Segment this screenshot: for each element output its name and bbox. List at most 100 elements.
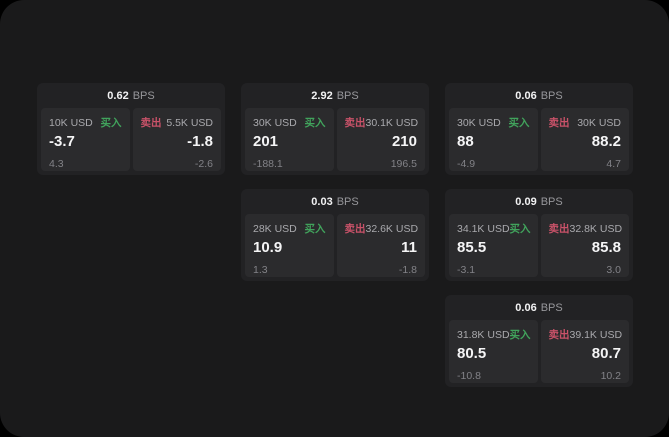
buy-panel[interactable]: 28K USD 买入 10.9 1.3	[245, 214, 334, 277]
sell-panel[interactable]: 卖出 30.1K USD 210 196.5	[336, 108, 425, 171]
buy-price: 88	[457, 133, 474, 150]
buy-side-label: 买入	[508, 117, 530, 129]
sell-sub-value: 4.7	[606, 157, 621, 170]
buy-panel-header: 31.8K USD 买入	[457, 327, 531, 342]
buy-sub-value: -188.1	[253, 157, 283, 170]
buy-sub-value: -10.8	[457, 369, 481, 382]
buy-price: 201	[253, 133, 279, 150]
quote-card: 2.92 BPS 30K USD 买入 201 -188.1 卖出 30.1K …	[241, 83, 429, 175]
buy-sub-value: -4.9	[457, 157, 476, 170]
card-header: 0.06 BPS	[445, 83, 633, 106]
quote-panels: 30K USD 买入 88 -4.9 卖出 30K USD 88.2 4.7	[445, 106, 633, 175]
buy-panel-header: 10K USD 买入	[49, 115, 122, 130]
quote-panels: 28K USD 买入 10.9 1.3 卖出 32.6K USD 11 -1.8	[241, 212, 429, 281]
quote-card: 0.09 BPS 34.1K USD 买入 85.5 -3.1 卖出 32.8K…	[445, 189, 633, 281]
sell-panel[interactable]: 卖出 5.5K USD -1.8 -2.6	[132, 108, 221, 171]
sell-panel[interactable]: 卖出 39.1K USD 80.7 10.2	[540, 320, 629, 383]
bps-value: 0.06	[515, 89, 537, 102]
quote-panels: 30K USD 买入 201 -188.1 卖出 30.1K USD 210 1…	[241, 106, 429, 175]
sell-sub-value: 196.5	[390, 157, 417, 170]
bps-value: 0.09	[515, 195, 537, 208]
sell-price: 85.8	[591, 239, 621, 256]
card-header: 0.62 BPS	[37, 83, 225, 106]
buy-amount: 30K USD	[457, 117, 501, 129]
bps-value: 0.06	[515, 301, 537, 314]
sell-price: 210	[391, 133, 417, 150]
buy-price: 85.5	[457, 239, 487, 256]
buy-price: 80.5	[457, 345, 487, 362]
bps-unit-label: BPS	[540, 195, 563, 208]
sell-side-label: 卖出	[548, 117, 570, 129]
sell-panel-header: 卖出 30K USD	[549, 115, 622, 130]
buy-panel-header: 34.1K USD 买入	[457, 221, 531, 236]
buy-side-label: 买入	[509, 223, 531, 235]
sell-sub-value: -2.6	[194, 157, 213, 170]
sell-sub-value: 3.0	[606, 263, 621, 276]
bps-unit-label: BPS	[132, 89, 155, 102]
quote-card: 0.06 BPS 31.8K USD 买入 80.5 -10.8 卖出 39.1…	[445, 295, 633, 387]
buy-panel-header: 30K USD 买入	[253, 115, 326, 130]
sell-price: 80.7	[591, 345, 621, 362]
buy-panel[interactable]: 31.8K USD 买入 80.5 -10.8	[449, 320, 538, 383]
sell-side-label: 卖出	[344, 223, 366, 235]
buy-amount: 10K USD	[49, 117, 93, 129]
buy-panel[interactable]: 30K USD 买入 88 -4.9	[449, 108, 538, 171]
sell-side-label: 卖出	[140, 117, 162, 129]
sell-price: 11	[401, 239, 417, 256]
sell-panel[interactable]: 卖出 32.6K USD 11 -1.8	[336, 214, 425, 277]
quote-card: 0.03 BPS 28K USD 买入 10.9 1.3 卖出 32.6K US…	[241, 189, 429, 281]
bps-value: 2.92	[311, 89, 333, 102]
buy-amount: 28K USD	[253, 223, 297, 235]
buy-amount: 34.1K USD	[457, 223, 510, 235]
buy-amount: 30K USD	[253, 117, 297, 129]
sell-amount: 39.1K USD	[569, 329, 623, 341]
buy-side-label: 买入	[100, 117, 122, 129]
card-header: 0.09 BPS	[445, 189, 633, 212]
sell-amount: 32.8K USD	[569, 223, 623, 235]
sell-amount: 30K USD	[577, 117, 621, 129]
sell-amount: 5.5K USD	[166, 117, 213, 129]
buy-panel[interactable]: 34.1K USD 买入 85.5 -3.1	[449, 214, 538, 277]
sell-sub-value: -1.8	[398, 263, 417, 276]
bps-unit-label: BPS	[336, 195, 359, 208]
bps-value: 0.03	[311, 195, 333, 208]
buy-panel[interactable]: 10K USD 买入 -3.7 4.3	[41, 108, 130, 171]
sell-panel-header: 卖出 30.1K USD	[344, 115, 419, 130]
sell-amount: 30.1K USD	[365, 117, 419, 129]
sell-panel-header: 卖出 39.1K USD	[548, 327, 623, 342]
card-header: 2.92 BPS	[241, 83, 429, 106]
sell-panel[interactable]: 卖出 30K USD 88.2 4.7	[540, 108, 629, 171]
bps-unit-label: BPS	[336, 89, 359, 102]
buy-price: -3.7	[49, 133, 75, 150]
buy-amount: 31.8K USD	[457, 329, 510, 341]
sell-price: 88.2	[591, 133, 621, 150]
buy-sub-value: 4.3	[49, 157, 64, 170]
bps-unit-label: BPS	[540, 89, 563, 102]
buy-side-label: 买入	[509, 329, 531, 341]
quote-panels: 31.8K USD 买入 80.5 -10.8 卖出 39.1K USD 80.…	[445, 318, 633, 387]
sell-panel[interactable]: 卖出 32.8K USD 85.8 3.0	[540, 214, 629, 277]
quote-cards-board: 0.62 BPS 10K USD 买入 -3.7 4.3 卖出 5.5K USD…	[37, 83, 633, 387]
sell-panel-header: 卖出 5.5K USD	[141, 115, 214, 130]
bps-value: 0.62	[107, 89, 129, 102]
sell-price: -1.8	[187, 133, 213, 150]
card-header: 0.06 BPS	[445, 295, 633, 318]
buy-sub-value: -3.1	[457, 263, 476, 276]
buy-panel-header: 30K USD 买入	[457, 115, 530, 130]
quote-card: 0.62 BPS 10K USD 买入 -3.7 4.3 卖出 5.5K USD…	[37, 83, 225, 175]
sell-sub-value: 10.2	[600, 369, 621, 382]
quote-panels: 10K USD 买入 -3.7 4.3 卖出 5.5K USD -1.8 -2.…	[37, 106, 225, 175]
buy-side-label: 买入	[304, 117, 326, 129]
quote-panels: 34.1K USD 买入 85.5 -3.1 卖出 32.8K USD 85.8…	[445, 212, 633, 281]
card-header: 0.03 BPS	[241, 189, 429, 212]
sell-side-label: 卖出	[548, 329, 570, 341]
bps-unit-label: BPS	[540, 301, 563, 314]
buy-side-label: 买入	[304, 223, 326, 235]
sell-side-label: 卖出	[344, 117, 366, 129]
sell-side-label: 卖出	[548, 223, 570, 235]
buy-panel[interactable]: 30K USD 买入 201 -188.1	[245, 108, 334, 171]
buy-price: 10.9	[253, 239, 283, 256]
sell-panel-header: 卖出 32.8K USD	[548, 221, 623, 236]
sell-amount: 32.6K USD	[365, 223, 419, 235]
